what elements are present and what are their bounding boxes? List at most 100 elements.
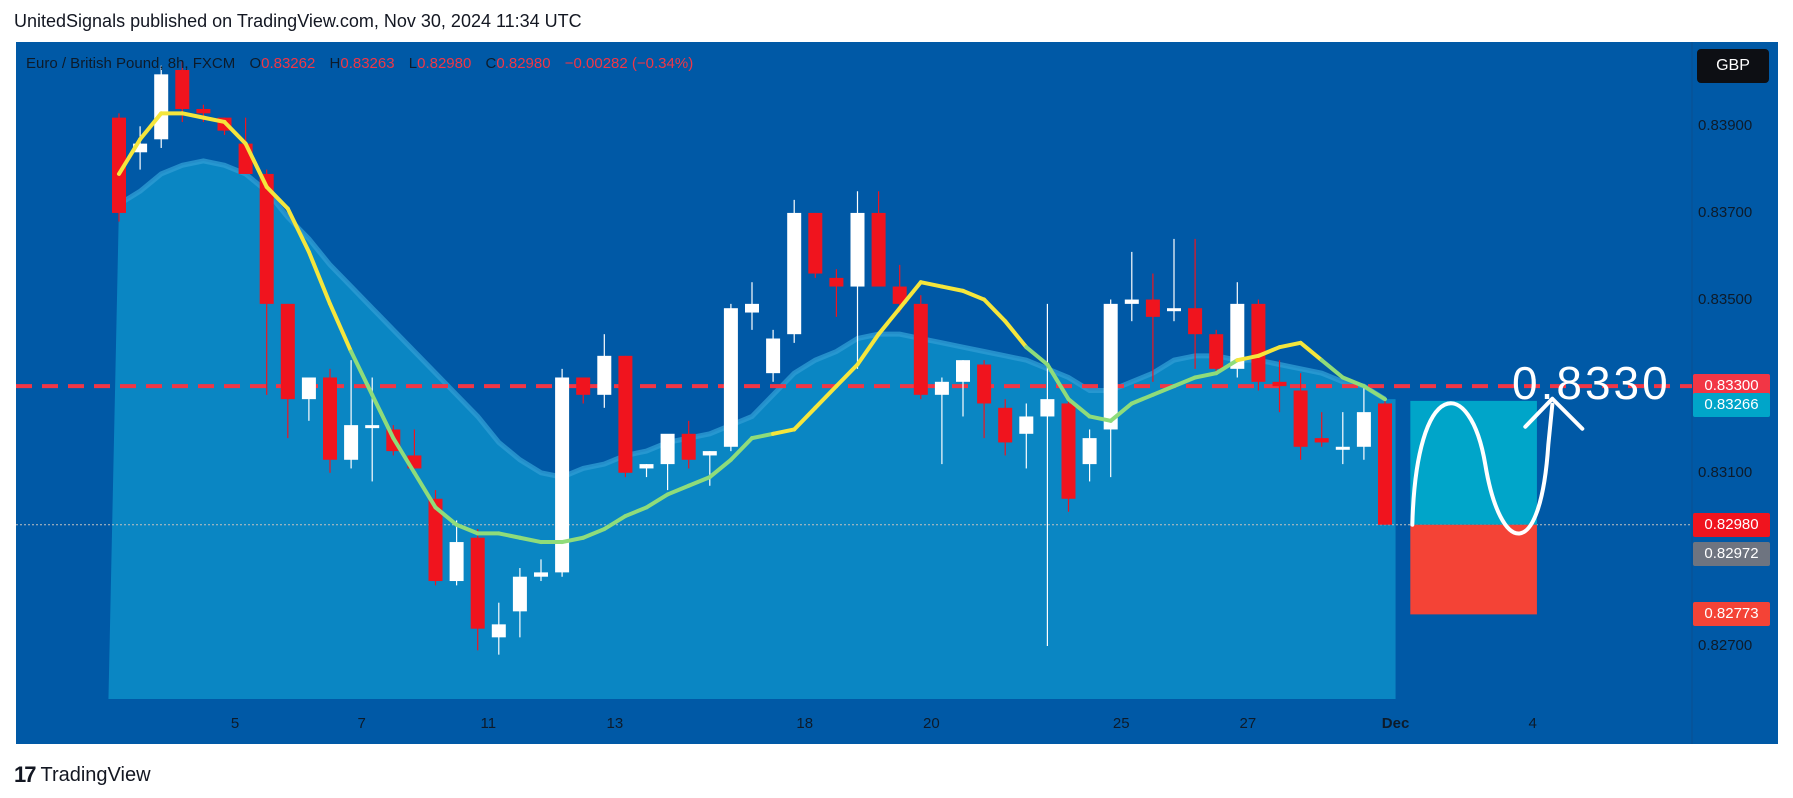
candle[interactable] — [1293, 373, 1308, 460]
candle[interactable] — [1335, 412, 1350, 465]
candle[interactable] — [555, 368, 570, 577]
candle-body — [956, 360, 970, 382]
low-value: 0.82980 — [417, 55, 472, 72]
candle[interactable] — [280, 303, 295, 439]
candle[interactable] — [1082, 429, 1097, 482]
ema-segment — [285, 206, 311, 254]
candle[interactable] — [1356, 386, 1371, 460]
chart-panel[interactable] — [16, 42, 1778, 744]
candle-body — [934, 381, 949, 395]
last-price-badge: 0.82980 — [1693, 512, 1770, 537]
candle[interactable] — [259, 169, 274, 395]
candle[interactable] — [1209, 329, 1224, 374]
candle[interactable] — [618, 355, 633, 478]
candle[interactable] — [1314, 412, 1329, 447]
candle[interactable] — [1272, 360, 1287, 413]
candle-body — [808, 212, 823, 274]
candle[interactable] — [1251, 299, 1266, 391]
candle[interactable] — [133, 126, 148, 170]
currency-button[interactable]: GBP — [1697, 49, 1769, 83]
candle-body — [1378, 403, 1392, 525]
ema-segment — [1298, 340, 1324, 363]
candle[interactable] — [1103, 299, 1118, 478]
candle-body — [365, 425, 380, 429]
candle[interactable] — [1124, 251, 1139, 322]
price-chart[interactable] — [16, 42, 1778, 744]
ema-segment — [370, 392, 396, 441]
ema-segment — [1193, 371, 1219, 380]
candle-body — [154, 74, 169, 140]
ema-segment — [328, 301, 354, 354]
candle[interactable] — [977, 360, 992, 439]
date-tick-label: 18 — [796, 715, 814, 732]
candle[interactable] — [1061, 399, 1076, 512]
candle[interactable] — [112, 113, 126, 222]
candle[interactable] — [808, 212, 823, 278]
ema-price-badge: 0.83266 — [1693, 392, 1770, 417]
ema-segment — [306, 249, 332, 306]
candle-body — [112, 117, 126, 213]
candle-body — [766, 338, 781, 374]
candle[interactable] — [512, 568, 527, 638]
candle[interactable] — [470, 529, 485, 651]
high-label: H — [329, 55, 341, 72]
ema-segment — [1066, 397, 1092, 419]
candle[interactable] — [1167, 238, 1181, 322]
candle[interactable] — [723, 303, 738, 452]
candle[interactable] — [871, 191, 886, 287]
ema-segment — [264, 184, 290, 211]
candle[interactable] — [998, 399, 1013, 456]
candle[interactable] — [829, 269, 844, 317]
candle-body — [576, 377, 591, 395]
candle[interactable] — [576, 377, 591, 404]
tradingview-mark-icon: 17 — [14, 762, 37, 787]
candle[interactable] — [597, 334, 612, 408]
tradingview-logo[interactable]: 17 TradingView — [14, 762, 151, 788]
candle[interactable] — [702, 451, 717, 486]
candle[interactable] — [154, 65, 169, 148]
symbol-legend: Euro / British Pound, 8h, FXCM O0.83262 … — [26, 55, 693, 72]
candle[interactable] — [344, 360, 359, 469]
candle[interactable] — [766, 329, 781, 382]
candle-body — [639, 464, 654, 469]
close-label: C — [485, 55, 497, 72]
ema-segment — [728, 436, 754, 462]
candle[interactable] — [934, 377, 949, 465]
candle[interactable] — [449, 520, 464, 586]
candle-body — [449, 542, 464, 582]
candle[interactable] — [787, 199, 802, 343]
candle-body — [829, 277, 844, 287]
candle[interactable] — [639, 464, 654, 478]
date-tick-label: 25 — [1112, 715, 1130, 732]
candle[interactable] — [681, 420, 696, 469]
ema-segment — [1361, 384, 1387, 402]
candle[interactable] — [301, 377, 316, 421]
candle-body — [1272, 381, 1287, 387]
candle[interactable] — [1040, 303, 1055, 646]
candle-body — [301, 377, 316, 400]
candle[interactable] — [1145, 273, 1160, 382]
candle[interactable] — [660, 433, 675, 491]
ema-segment — [834, 362, 860, 389]
candle-body — [1082, 438, 1097, 465]
candle-body — [1061, 403, 1076, 499]
candle-body — [1335, 446, 1350, 450]
candle[interactable] — [956, 360, 970, 417]
candle-body — [344, 425, 359, 460]
candle[interactable] — [850, 191, 865, 369]
candle[interactable] — [913, 295, 928, 400]
candle[interactable] — [1188, 238, 1203, 369]
high-value: 0.83263 — [340, 55, 395, 72]
candle[interactable] — [745, 282, 759, 330]
close-value: 0.82980 — [496, 55, 551, 72]
candle[interactable] — [1378, 399, 1392, 525]
candle[interactable] — [491, 602, 506, 655]
candle[interactable] — [1019, 403, 1034, 469]
candle[interactable] — [323, 368, 337, 473]
candle[interactable] — [892, 264, 907, 313]
ema-segment — [1235, 353, 1261, 363]
candle[interactable] — [534, 559, 548, 582]
ema-segment — [412, 470, 438, 510]
ema-segment — [665, 483, 691, 497]
ema-segment — [433, 505, 459, 527]
